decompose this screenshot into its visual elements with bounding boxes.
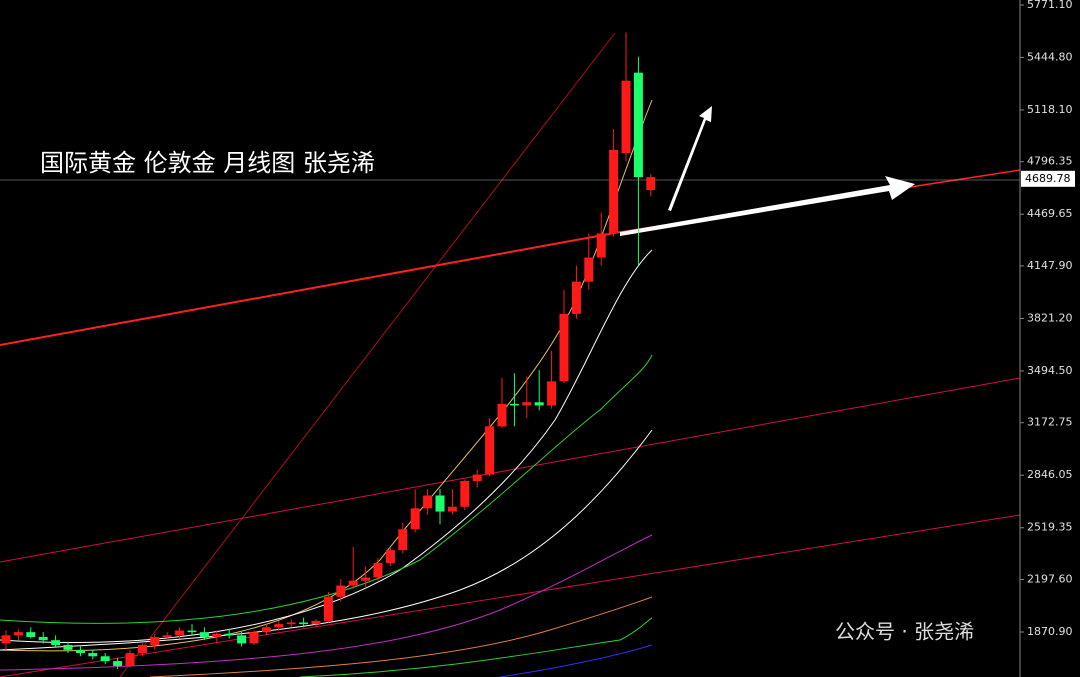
channel-line [0,377,1021,563]
y-tick-label: 4147.90 [1027,259,1073,272]
y-tick-label: 5118.10 [1027,103,1073,116]
candle-body [646,177,656,191]
last-price-box [1021,170,1075,187]
arrow [668,106,712,211]
candle-body [609,149,619,234]
candle-body [1,635,11,644]
candle-body [261,627,271,633]
candle-body [410,508,420,530]
candle-body [237,635,247,644]
last-price-label: 4689.78 [1025,172,1071,185]
candle-body [534,402,544,406]
candle-body [88,653,98,657]
moving-average [0,534,653,671]
y-tick-label: 4796.35 [1027,155,1073,168]
y-tick-label: 5444.80 [1027,50,1073,63]
candle-body [299,622,309,625]
candle-body [249,632,259,644]
candle-body [485,426,495,475]
moving-average [0,249,653,643]
candle-body [348,580,358,586]
candle-body [175,630,185,636]
candle-body [596,233,606,258]
candle-body [522,402,532,406]
candle-body [75,649,85,654]
candle-body [113,661,123,666]
watermark: 公众号 · 张尧浠 [835,620,974,644]
arrow [620,176,915,236]
candle-body [199,632,209,637]
y-tick-label: 2197.60 [1027,572,1073,585]
candle-body [125,653,135,666]
candle-body [584,257,594,282]
candles [1,32,656,670]
trend-line [0,231,621,346]
candle-body [286,622,296,625]
axis: 5771.10 5444.80 5118.10 4796.35 4469.65 4147.… [1020,0,1075,638]
candle-body [224,633,234,636]
chart-title: 国际黄金 伦敦金 月线图 张尧浠 [40,149,375,177]
candle-body [373,563,383,578]
candle-body [100,656,110,662]
candle-body [13,632,23,636]
y-tick-label: 3172.75 [1027,416,1073,429]
candle-body [497,403,507,427]
trend-line [119,32,616,677]
y-tick-label: 2519.35 [1027,521,1073,534]
y-tick-label: 4469.65 [1027,207,1073,220]
y-tick-label: 2846.05 [1027,468,1073,481]
candle-body [398,529,408,551]
y-tick-label: 3494.50 [1027,364,1073,377]
overlays [0,32,1021,677]
moving-average [149,596,653,677]
candle-body [63,645,73,650]
candle-body [361,577,371,581]
candle-body [509,403,519,406]
candle-body [559,313,569,382]
moving-average [0,354,653,624]
candle-body [633,72,643,178]
candle-body [26,632,36,637]
y-tick-label: 3821.20 [1027,311,1073,324]
y-tick-label: 1870.90 [1027,625,1073,638]
candle-body [187,630,197,633]
y-tick-label: 5771.10 [1027,0,1073,11]
candle-body [38,636,48,641]
candle-body [385,550,395,564]
candle-body [323,596,333,621]
candle-body [423,495,433,509]
candle-body [51,640,61,646]
moving-average [299,617,653,677]
candle-body [472,474,482,482]
candle-body [435,495,445,512]
candle-body [212,633,222,637]
candle-body [571,281,581,314]
candle-body [274,624,284,628]
candle-body [447,506,457,512]
candle-body [460,481,470,507]
moving-average [499,644,653,677]
candle-body [137,645,147,654]
candle-body [162,635,172,637]
candle-body [311,620,321,625]
candle-body [547,381,557,406]
channel-line [0,514,1021,677]
candle-body [336,585,346,597]
candle-body [150,636,160,646]
candle-body [621,80,631,154]
